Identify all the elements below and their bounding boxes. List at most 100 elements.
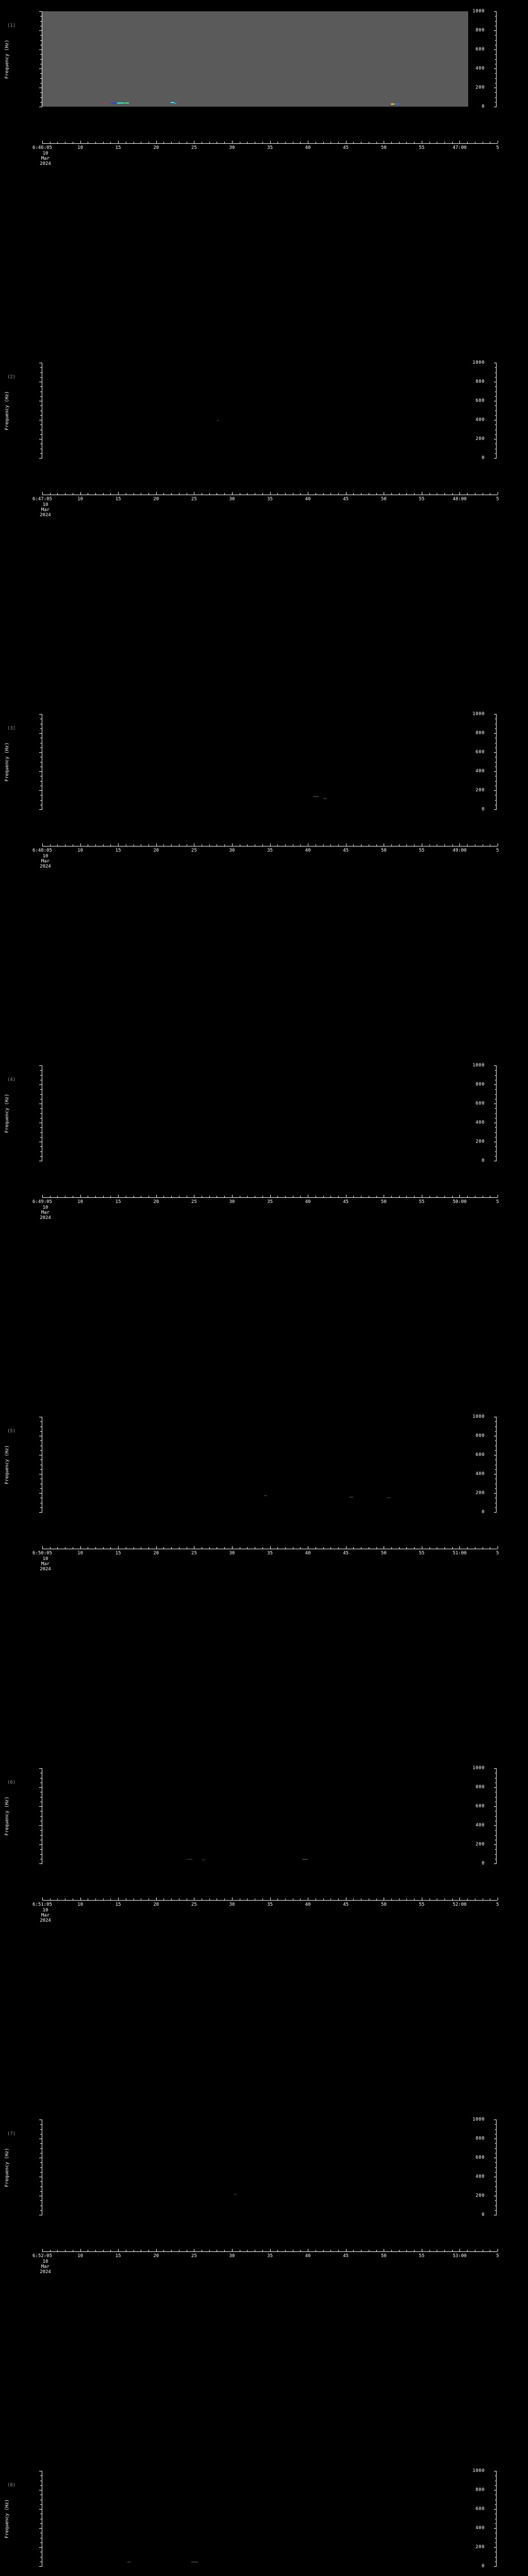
x-axis-minor-tick — [285, 1899, 286, 1900]
x-axis-tick-label: 55 — [419, 2253, 425, 2259]
spectrogram-plot-area[interactable] — [42, 1768, 468, 1863]
y-axis-tick — [40, 1089, 42, 1090]
x-axis-date-line: 2024 — [40, 1215, 51, 1221]
x-axis-minor-tick — [323, 1547, 324, 1549]
y-axis-tick-label: 800 — [475, 1433, 485, 1438]
x-axis-tick-label: 10 — [77, 145, 83, 150]
x-axis-minor-tick — [209, 142, 210, 143]
y-axis-tick — [40, 1431, 42, 1432]
x-axis-tick-label: 25 — [191, 848, 197, 853]
x-axis-minor-tick — [338, 1899, 339, 1900]
y-axis-tick-label: 800 — [475, 2487, 485, 2493]
x-axis-tick-label: 55 — [419, 1902, 425, 1907]
x-axis-tick — [80, 1897, 81, 1900]
x-axis-minor-tick — [376, 142, 377, 143]
x-axis-minor-tick — [452, 2250, 453, 2251]
x-axis-tick — [156, 1546, 157, 1549]
spectrogram-mark — [174, 103, 177, 104]
x-axis-tick — [459, 492, 460, 495]
x-axis-tick — [80, 843, 81, 846]
spectrogram-plot-area[interactable] — [42, 2120, 468, 2215]
y-axis-tick — [40, 781, 42, 782]
x-axis-minor-tick — [171, 142, 172, 143]
spectrogram-plot-area[interactable] — [42, 11, 468, 107]
x-axis-tick-label: 6:52:05 — [32, 2253, 52, 2259]
x-axis-tick — [118, 2249, 119, 2251]
right-axis-tick — [495, 92, 497, 93]
x-axis-tick-label: 10 — [77, 497, 83, 502]
y-axis-tick-label: 600 — [475, 750, 485, 755]
x-axis-tick-label: 15 — [115, 1902, 121, 1907]
x-axis-minor-tick — [452, 1196, 453, 1197]
x-axis-tick — [232, 843, 233, 846]
x-axis-minor-tick — [391, 1899, 392, 1900]
right-axis-tick — [494, 30, 497, 31]
right-axis-tick — [494, 2528, 497, 2529]
x-axis-tick — [80, 2249, 81, 2251]
x-axis-tick-label: 35 — [267, 1199, 273, 1205]
x-axis-tick — [118, 141, 119, 143]
y-axis-tick — [40, 35, 42, 36]
y-axis-tick — [40, 2148, 42, 2149]
y-axis-tick — [40, 1075, 42, 1076]
spectrogram-mark — [111, 102, 117, 104]
x-axis-tick — [270, 843, 271, 846]
x-axis-spine — [42, 2249, 498, 2252]
x-axis-tick-label: 5 — [496, 497, 499, 502]
right-axis-tick — [495, 1830, 497, 1831]
y-axis-tick — [40, 1132, 42, 1133]
y-axis-tick-label: 1000 — [472, 9, 485, 14]
x-axis-minor-tick — [300, 844, 301, 846]
x-axis-minor-tick — [262, 1547, 263, 1549]
y-axis-ticks — [36, 1768, 42, 1864]
x-axis-minor-tick — [277, 1196, 278, 1197]
y-axis-tick-label: 400 — [475, 2526, 485, 2531]
x-axis-minor-tick — [414, 1899, 415, 1900]
x-axis-minor-tick — [452, 1899, 453, 1900]
x-axis-minor-tick — [209, 1899, 210, 1900]
x-axis-tick — [459, 1897, 460, 1900]
right-axis-tick — [495, 1146, 497, 1147]
x-axis-minor-tick — [353, 493, 354, 495]
spectrogram-plot-area[interactable] — [42, 1065, 468, 1161]
right-axis-tick — [495, 367, 497, 368]
y-axis-tick-label: 0 — [482, 1861, 485, 1866]
x-axis-tick-label: 40 — [305, 848, 311, 853]
y-axis-tick-label: 0 — [482, 2564, 485, 2569]
y-axis-tick — [39, 458, 42, 459]
x-axis-minor-tick — [323, 844, 324, 846]
y-axis-tick — [39, 11, 42, 12]
spectrogram-plot-area[interactable] — [42, 2471, 468, 2566]
x-axis-date-line: 2024 — [40, 2269, 51, 2275]
right-axis-tick — [495, 1421, 497, 1422]
right-axis-tick — [495, 781, 497, 782]
spectrogram-mark — [104, 102, 106, 104]
x-axis-tick-label: 15 — [115, 2253, 121, 2259]
spectrogram-plot-area[interactable] — [42, 363, 468, 458]
x-axis-minor-tick — [338, 1547, 339, 1549]
x-axis-date-line: 2024 — [40, 1918, 51, 1923]
x-axis-tick-label: 20 — [153, 848, 159, 853]
x-axis-minor-tick — [110, 1547, 111, 1549]
right-axis-tick — [495, 97, 497, 98]
x-axis-tick-label: 6:51:05 — [32, 1902, 52, 1907]
y-axis-tick — [40, 1854, 42, 1855]
right-axis-tick — [495, 1132, 497, 1133]
y-axis-tick — [39, 809, 42, 810]
x-axis-date-line: 2024 — [40, 864, 51, 869]
y-axis-tick — [40, 1849, 42, 1850]
right-axis-tick — [494, 714, 497, 715]
x-axis-minor-tick — [399, 2250, 400, 2251]
x-axis-minor-tick — [300, 1899, 301, 1900]
spectrogram-plot-area[interactable] — [42, 1417, 468, 1512]
y-axis-tick — [40, 1070, 42, 1071]
y-axis-tick — [40, 1146, 42, 1147]
x-axis-minor-tick — [148, 142, 150, 143]
spectrogram-plot-area[interactable] — [42, 714, 468, 809]
x-axis-tick-label: 35 — [267, 497, 273, 502]
x-axis-tick-label: 30 — [229, 848, 235, 853]
x-axis-tick-label: 40 — [305, 1199, 311, 1205]
y-axis-tick-label: 600 — [475, 1452, 485, 1458]
x-axis-minor-tick — [57, 1547, 58, 1549]
x-axis-minor-tick — [391, 844, 392, 846]
